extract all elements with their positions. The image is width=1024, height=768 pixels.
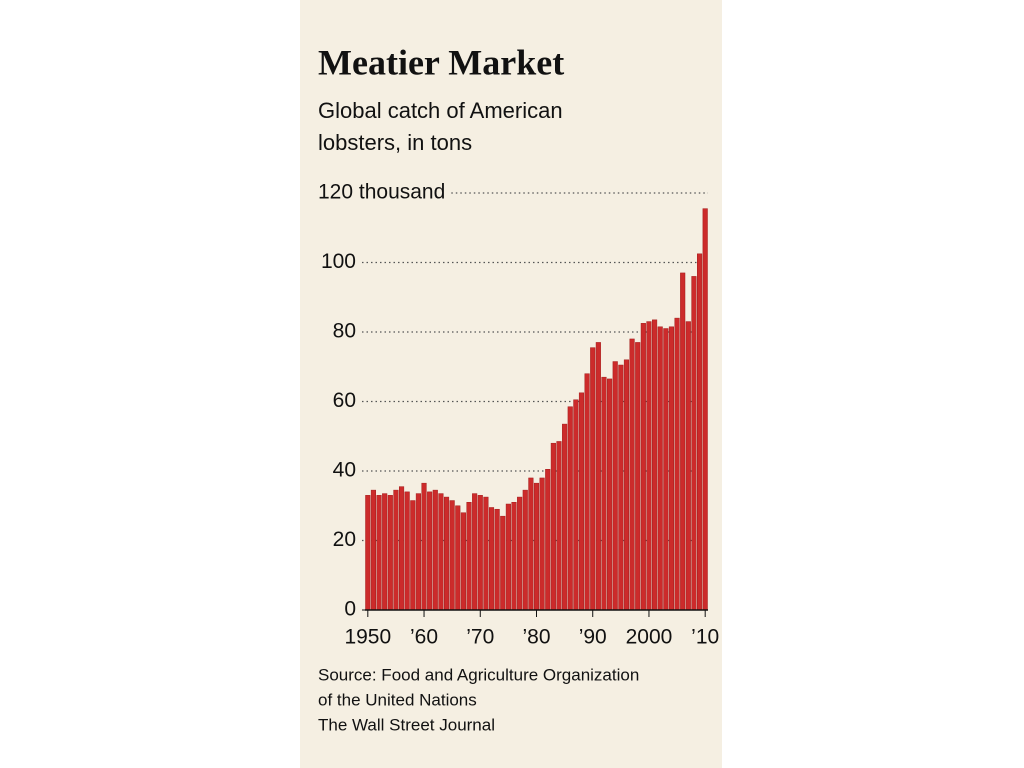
bar	[460, 512, 466, 611]
bar	[410, 500, 416, 611]
x-tick-label: 1950	[344, 626, 391, 649]
bar	[590, 347, 596, 611]
bar	[376, 495, 382, 611]
y-tick-label: 0	[344, 598, 356, 621]
bar	[382, 493, 388, 611]
bar	[562, 423, 568, 611]
bar	[415, 493, 421, 611]
bar	[522, 489, 528, 611]
subtitle: lobsters, in tons	[318, 130, 472, 155]
x-tick-label: ’60	[410, 626, 438, 649]
bar	[652, 319, 658, 611]
bar	[685, 321, 691, 611]
bar	[449, 500, 455, 611]
bar	[488, 507, 495, 611]
bar	[398, 486, 405, 611]
bar	[657, 326, 663, 611]
panel	[300, 0, 722, 768]
source: Source: Food and Agriculture Organizatio…	[318, 665, 639, 684]
bar	[438, 493, 444, 611]
x-tick-label: ’70	[466, 626, 494, 649]
x-tick-label: ’90	[579, 626, 607, 649]
bar	[601, 376, 607, 611]
bar	[623, 359, 630, 611]
bar	[477, 495, 483, 611]
source: of the United Nations	[318, 690, 477, 709]
bar	[702, 208, 708, 611]
y-tick-label: 80	[333, 320, 356, 343]
bar	[556, 441, 562, 611]
bar	[528, 477, 534, 611]
bar	[663, 328, 669, 611]
bar	[691, 276, 697, 611]
chart-title: Meatier Market	[318, 42, 564, 82]
bar	[567, 406, 573, 611]
bar	[578, 392, 585, 611]
bar	[545, 469, 551, 611]
bar	[455, 505, 461, 611]
y-tick-label: 40	[333, 459, 356, 482]
bar	[365, 495, 371, 611]
bar	[539, 477, 545, 611]
bar	[680, 272, 686, 611]
bar	[443, 496, 450, 611]
bar	[483, 496, 489, 611]
bar	[466, 502, 472, 611]
bar	[472, 493, 478, 611]
bar	[533, 482, 540, 611]
bar	[607, 378, 613, 611]
y-tick-label: 60	[333, 389, 356, 412]
y-tick-label: 100	[321, 250, 356, 273]
x-tick-label: 2000	[626, 626, 673, 649]
bar	[511, 502, 517, 611]
bar	[629, 338, 635, 611]
bar	[674, 317, 680, 611]
bar	[387, 495, 393, 611]
bar	[517, 496, 523, 611]
bar	[500, 515, 506, 611]
bar	[584, 373, 590, 611]
bar	[421, 482, 427, 611]
bar	[404, 491, 410, 611]
bar	[640, 323, 646, 611]
x-tick-label: ’10	[691, 626, 719, 649]
bar	[612, 361, 618, 611]
bar	[505, 503, 511, 611]
bar	[697, 253, 703, 611]
bar	[618, 364, 624, 611]
bar	[370, 489, 376, 611]
bar	[573, 399, 579, 611]
bar	[494, 508, 500, 611]
bar	[393, 489, 399, 611]
bar	[427, 491, 433, 611]
bar	[595, 342, 601, 611]
y-tick-label: 120 thousand	[318, 181, 445, 204]
source: The Wall Street Journal	[318, 715, 495, 734]
x-tick-label: ’80	[522, 626, 550, 649]
bar	[550, 442, 556, 611]
bar	[432, 489, 438, 611]
bar	[646, 321, 652, 611]
bar	[635, 342, 641, 611]
bar	[668, 326, 675, 611]
y-tick-label: 20	[333, 528, 356, 551]
subtitle: Global catch of American	[318, 98, 563, 123]
